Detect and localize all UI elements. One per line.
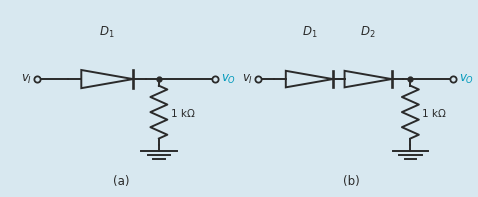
Polygon shape — [81, 70, 133, 88]
Text: $v_O$: $v_O$ — [221, 72, 237, 86]
Text: $D_2$: $D_2$ — [360, 25, 376, 40]
Polygon shape — [286, 71, 333, 87]
Text: (a): (a) — [113, 175, 130, 188]
Text: $v_I$: $v_I$ — [242, 72, 253, 86]
Text: $D_1$: $D_1$ — [302, 25, 317, 40]
Text: (b): (b) — [343, 175, 360, 188]
Text: 1 kΩ: 1 kΩ — [422, 109, 446, 119]
Text: $v_O$: $v_O$ — [459, 72, 474, 86]
Text: 1 kΩ: 1 kΩ — [171, 109, 195, 119]
Polygon shape — [345, 71, 391, 87]
Text: $D_1$: $D_1$ — [99, 25, 115, 40]
Text: $v_I$: $v_I$ — [21, 72, 32, 86]
